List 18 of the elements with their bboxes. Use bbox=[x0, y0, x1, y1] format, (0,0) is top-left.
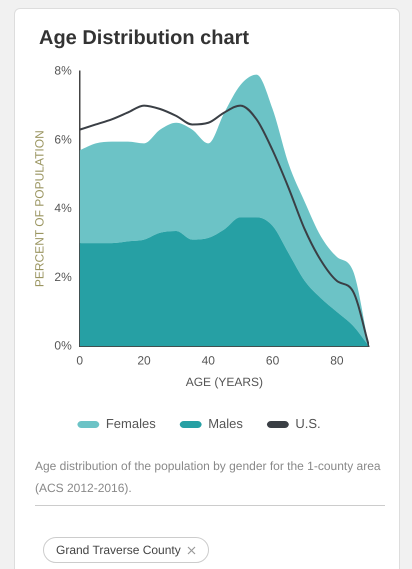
text: Age distribution of the population by gender for the 1-county area (ACS 2012-2016). bbox=[35, 455, 385, 506]
y-tick-label: 4% bbox=[54, 201, 72, 216]
x-tick-label: 0 bbox=[76, 354, 84, 368]
x-axis-title: AGE (YEARS) bbox=[186, 375, 264, 390]
chart-title: Age Distribution chart bbox=[39, 27, 250, 50]
y-tick-label: 6% bbox=[54, 132, 72, 146]
y-tick-label: 2% bbox=[54, 270, 72, 284]
text: Grand Traverse County bbox=[56, 543, 181, 557]
legend-label: U.S. bbox=[295, 416, 321, 432]
x-tick-label: 20 bbox=[137, 354, 152, 368]
y-tick-label: 8% bbox=[54, 64, 72, 78]
x-tick-label: 60 bbox=[266, 354, 280, 368]
x-tick-label: 40 bbox=[202, 354, 216, 368]
y-tick-label: 0% bbox=[54, 338, 72, 353]
y-axis-title: PERCENT OF POPULATION bbox=[32, 130, 47, 288]
legend-label: Females bbox=[106, 416, 156, 432]
legend-label: Males bbox=[208, 416, 244, 432]
x-tick-label: 80 bbox=[330, 354, 344, 368]
